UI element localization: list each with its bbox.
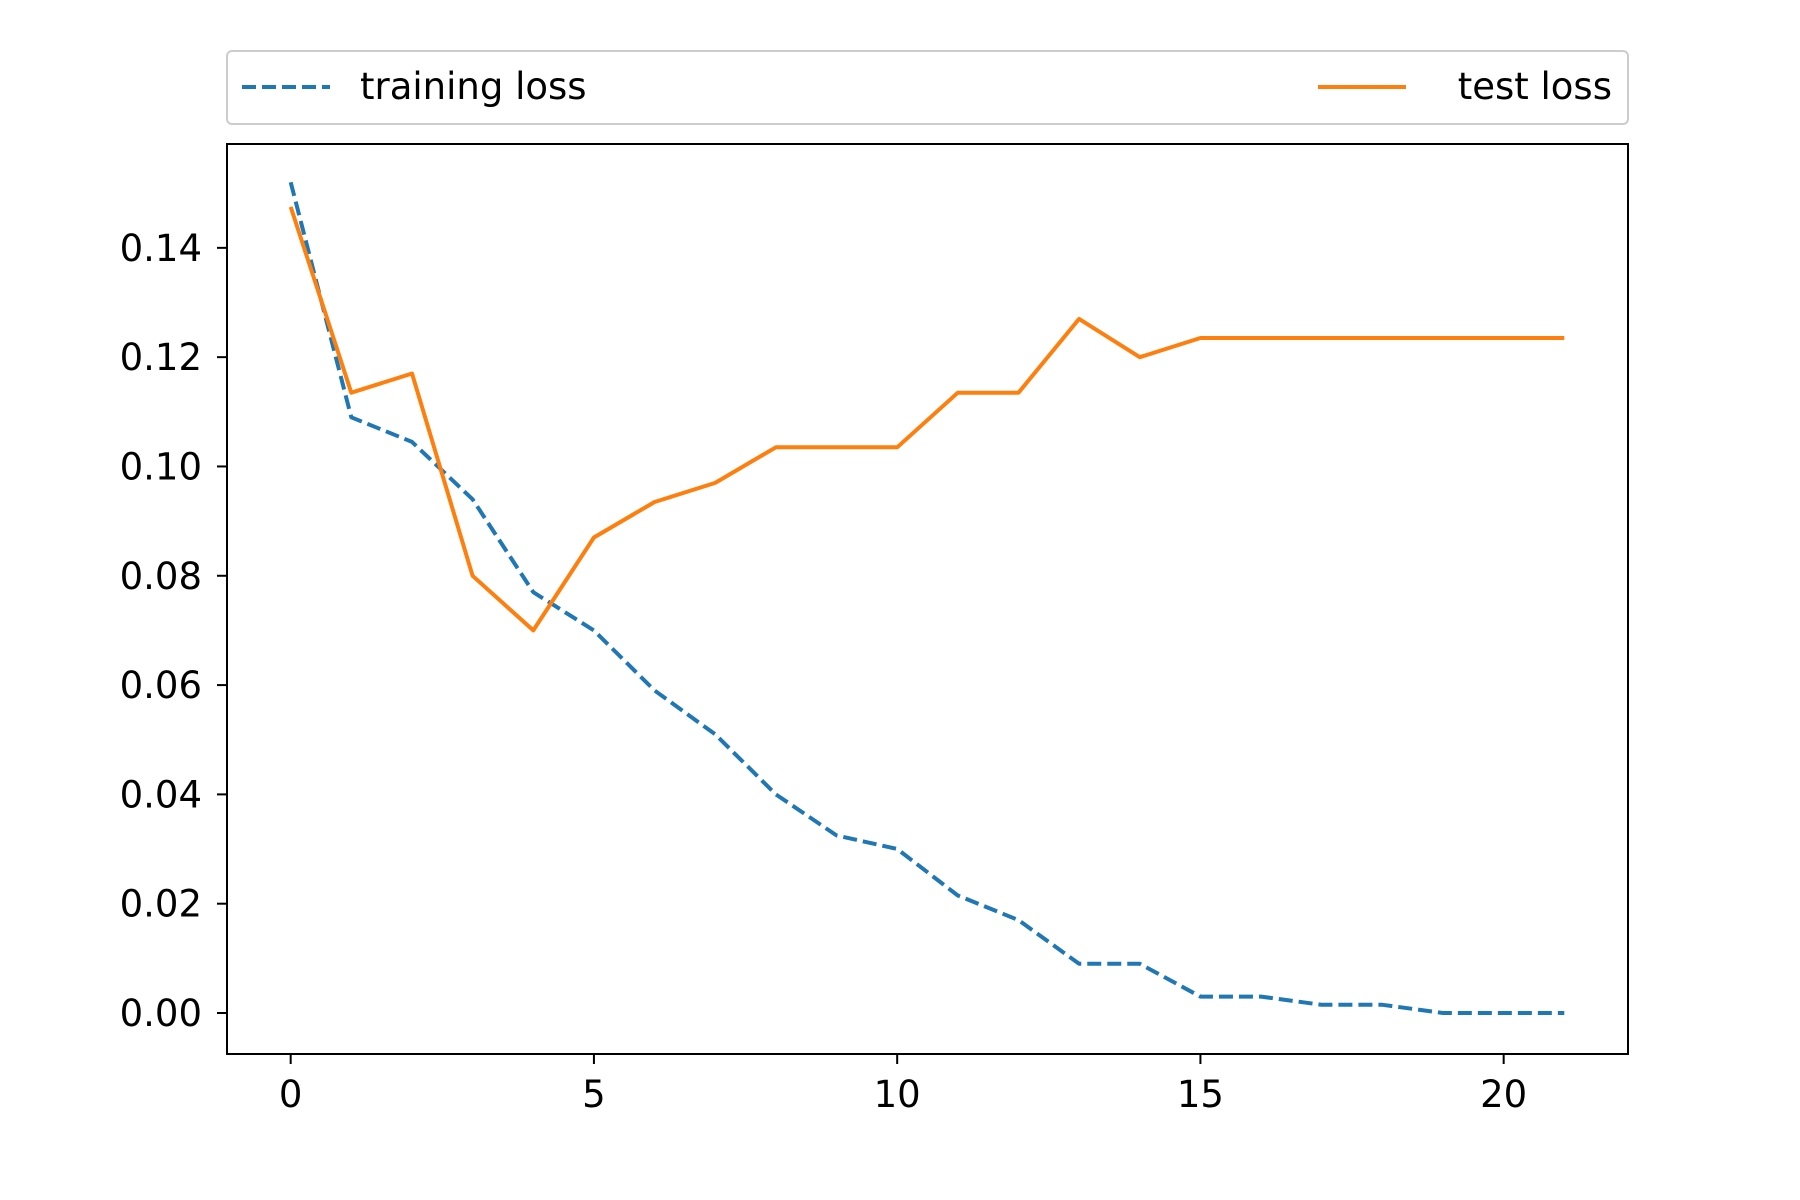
y-axis: 0.00 0.02 0.04 0.06 0.08 0.10 0.12 0.14 [120, 227, 227, 1035]
legend-training-loss-label: training loss [360, 65, 587, 108]
series-line-test-loss [288, 206, 1565, 633]
x-tick-label: 5 [582, 1073, 606, 1116]
plot-area [288, 181, 1565, 1015]
legend-test-loss-label: test loss [1458, 65, 1612, 108]
x-tick-label: 0 [279, 1073, 303, 1116]
y-tick-label: 0.00 [120, 992, 202, 1035]
y-tick-label: 0.08 [120, 555, 202, 598]
y-tick-label: 0.14 [120, 227, 202, 270]
y-tick-label: 0.06 [120, 664, 202, 707]
legend: training loss test loss [226, 50, 1629, 125]
y-tick-label: 0.04 [120, 773, 202, 816]
series-line-training-loss [288, 181, 1565, 1015]
x-axis: 0 5 10 15 20 [279, 1054, 1527, 1116]
x-tick-label: 10 [874, 1073, 921, 1116]
y-tick-label: 0.02 [120, 883, 202, 926]
legend-frame [226, 50, 1629, 125]
y-tick-label: 0.12 [120, 336, 202, 379]
x-tick-label: 20 [1480, 1073, 1527, 1116]
x-tick-label: 15 [1177, 1073, 1224, 1116]
y-tick-label: 0.10 [120, 445, 202, 488]
axes-frame [226, 143, 1629, 1055]
